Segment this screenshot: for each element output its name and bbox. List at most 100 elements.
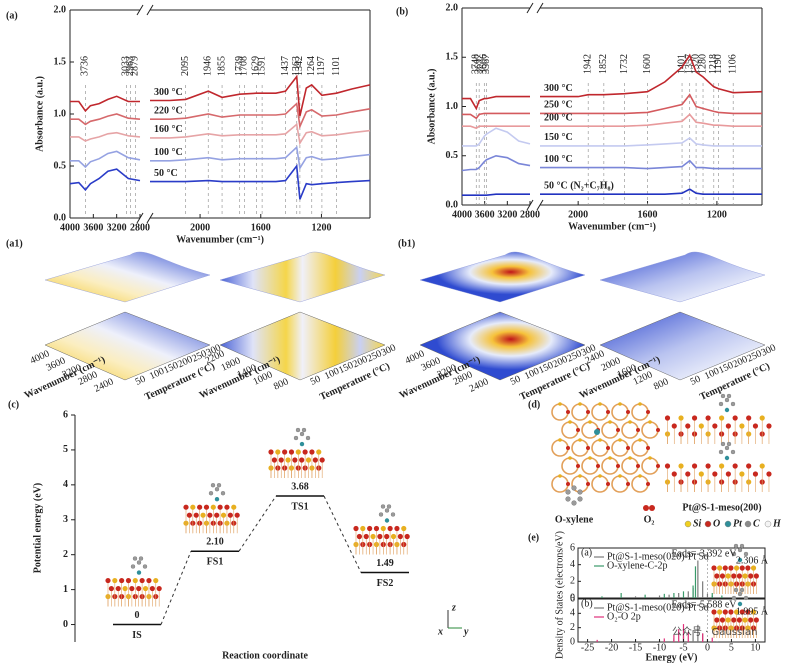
atom (149, 585, 155, 592)
category-label: IS (132, 630, 142, 641)
atom (578, 474, 582, 478)
atom (377, 533, 383, 540)
peak-label: 1363 (291, 56, 302, 76)
ring (631, 403, 649, 421)
x-tick-label: 1600 (638, 209, 658, 220)
ring (591, 439, 609, 457)
y-tick-label: 0.0 (446, 199, 459, 210)
atom (577, 489, 583, 495)
atom (565, 496, 571, 502)
atom (750, 609, 757, 615)
heatmap-3d (599, 311, 766, 381)
atom (288, 449, 295, 455)
atom (210, 504, 216, 510)
atom (618, 438, 622, 442)
atom (390, 512, 396, 517)
atom (725, 423, 731, 429)
axis-break (536, 199, 544, 211)
peak-label: 1739 (234, 56, 245, 76)
atom (571, 500, 577, 506)
atom (129, 585, 135, 592)
atom (671, 471, 677, 477)
atom (319, 457, 325, 463)
atom (558, 438, 562, 442)
x-axis-title: Energy (eV) (646, 652, 698, 663)
atom (737, 557, 743, 563)
atom (268, 449, 274, 455)
atom (717, 565, 723, 571)
spectrum-line (70, 131, 141, 142)
atom (648, 420, 652, 424)
atom (691, 463, 698, 469)
atom (401, 525, 407, 532)
atom (725, 471, 731, 477)
atom (718, 401, 724, 407)
connector (323, 495, 362, 573)
x-tick-label: -10 (653, 642, 666, 653)
atom (606, 410, 610, 414)
ring (601, 457, 619, 475)
y-tick-label: 50 (134, 374, 148, 388)
spectrum-line (462, 95, 530, 111)
spectrum-line (462, 125, 530, 130)
annotation: 2.306 Å (736, 554, 769, 566)
atom (711, 565, 717, 571)
legend-swatch (724, 520, 732, 528)
y-tick-label: 4 (570, 559, 575, 570)
atom (558, 474, 562, 478)
legend-label: Si (693, 518, 702, 529)
atom (766, 423, 772, 429)
peak-label: 3736 (80, 56, 91, 76)
axis-break (536, 2, 544, 14)
legend-label: H (772, 518, 782, 529)
series-label: 250 °C (544, 100, 573, 111)
y-tick-label: 5 (63, 444, 68, 455)
atom (731, 551, 737, 557)
y-tick-label: 6 (63, 409, 68, 420)
atom (739, 423, 745, 429)
atom (598, 438, 602, 442)
atom (136, 560, 142, 565)
atom (733, 565, 740, 571)
ring (571, 439, 589, 457)
atom (220, 512, 227, 518)
y-tick-label: 2.0 (54, 4, 67, 15)
atom (119, 577, 125, 584)
atom (278, 457, 284, 463)
subplot-label: (a) (581, 547, 592, 558)
atom (705, 463, 711, 469)
atom (380, 504, 386, 509)
spectrum-line (150, 145, 371, 171)
atom (717, 609, 723, 615)
ring (621, 421, 639, 439)
x-tick-label: 3200 (497, 209, 517, 220)
ring (571, 403, 589, 421)
legend-label: O₂-O 2p (607, 611, 641, 622)
ring (601, 421, 619, 439)
atom (745, 609, 751, 615)
atom (711, 609, 717, 615)
x-tick-label: -15 (629, 642, 642, 653)
atom (309, 449, 315, 455)
atom (558, 402, 562, 406)
ring (611, 403, 629, 421)
catalyst-slab (183, 483, 240, 534)
atom (397, 533, 403, 540)
spectrum-line (540, 53, 763, 98)
atom (576, 464, 580, 468)
atom (125, 577, 132, 584)
axis-break (526, 2, 534, 14)
atom (636, 464, 640, 468)
atom (386, 504, 392, 509)
y-tick-label: 4 (570, 608, 575, 619)
atom (373, 525, 380, 532)
atom (586, 446, 590, 450)
ring (631, 475, 649, 493)
atom (598, 402, 602, 406)
atom (220, 491, 226, 496)
atom (685, 471, 691, 477)
atom (578, 438, 582, 442)
atom (618, 402, 622, 406)
atom (664, 415, 671, 421)
atom (216, 483, 222, 488)
